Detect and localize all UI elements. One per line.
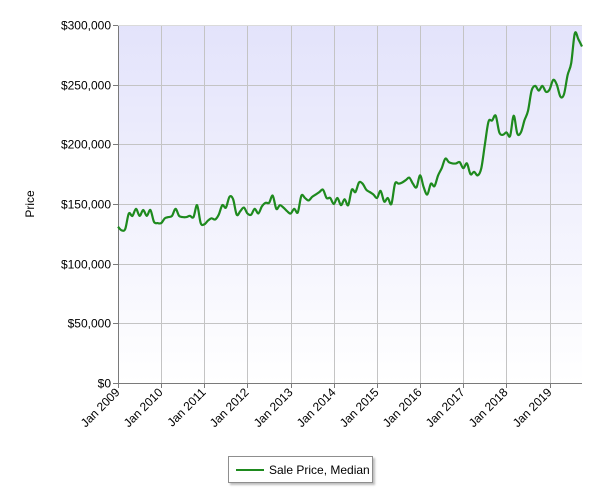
- y-tick-label: $200,000: [61, 138, 111, 152]
- y-tick-label: $100,000: [61, 258, 111, 272]
- x-tick-label: Jan 2018: [466, 385, 511, 430]
- x-tick-label: Jan 2014: [294, 385, 339, 430]
- x-tick-label: Jan 2009: [78, 385, 123, 430]
- x-tick-label: Jan 2010: [121, 385, 166, 430]
- x-tick-label: Jan 2015: [337, 385, 382, 430]
- y-tick-label: $250,000: [61, 79, 111, 93]
- x-tick-label: Jan 2019: [510, 385, 555, 430]
- chart-svg: $0 $50,000 $100,000 $150,000 $200,000 $250,00…: [23, 19, 583, 430]
- y-tick-label: $150,000: [61, 198, 111, 212]
- y-tick-label: $0: [98, 377, 112, 391]
- series-line-sale-price-median: [117, 31, 583, 232]
- x-tick-label: Jan 2016: [380, 385, 425, 430]
- legend-swatch: [236, 468, 264, 471]
- y-axis-title: Price: [23, 190, 37, 218]
- axes: [113, 25, 582, 388]
- series-layer: [117, 31, 583, 232]
- y-tick-label: $50,000: [68, 317, 112, 331]
- y-tick-label: $300,000: [61, 19, 111, 33]
- x-tick-label: Jan 2017: [423, 385, 468, 430]
- legend-label: Sale Price, Median: [269, 462, 370, 477]
- grid: [118, 25, 582, 384]
- legend: Sale Price, Median: [228, 456, 373, 483]
- x-tick-label: Jan 2011: [164, 385, 208, 429]
- x-tick-label: Jan 2013: [251, 385, 296, 430]
- x-tick-label: Jan 2012: [207, 385, 252, 430]
